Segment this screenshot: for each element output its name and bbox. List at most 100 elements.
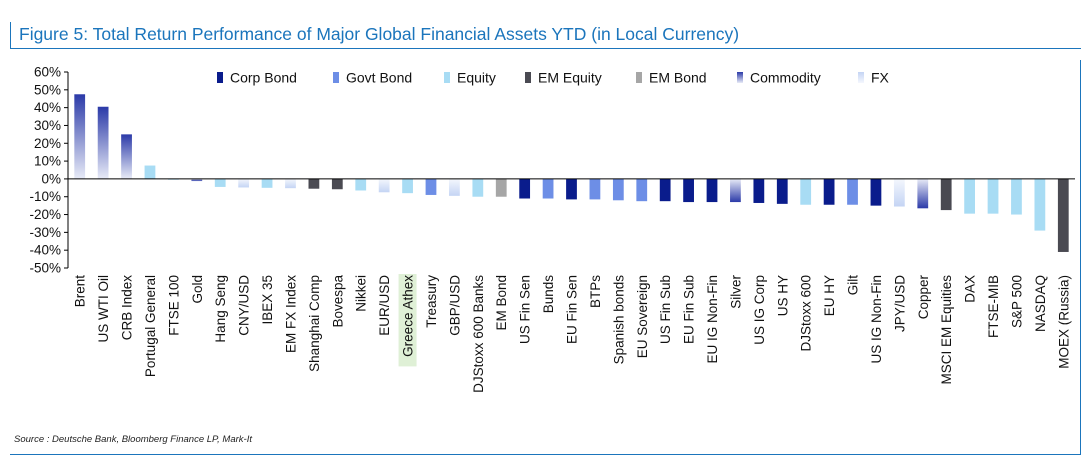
x-tick-label: Shanghai Comp xyxy=(307,275,322,372)
x-tick-label: EU Sovereign xyxy=(635,275,650,358)
legend-label: Commodity xyxy=(750,70,821,86)
bar-ftse-mib xyxy=(987,178,999,214)
x-tick-label: FTSE 100 xyxy=(166,275,181,336)
right-border xyxy=(1080,60,1081,455)
x-tick-label: GBP/USD xyxy=(447,275,462,336)
bar-ibex-35 xyxy=(261,178,273,188)
legend-swatch xyxy=(737,72,743,83)
x-tick-label: US IG Corp xyxy=(752,275,767,345)
x-tick-label: CRB Index xyxy=(120,275,135,341)
bar-spanish-bonds xyxy=(612,178,624,201)
x-tick-label: BTPs xyxy=(588,275,603,308)
x-tick-label: Gilt xyxy=(846,275,861,295)
x-tick-label: Nikkei xyxy=(354,275,369,312)
y-tick-label: 50% xyxy=(34,82,61,97)
bar-eu-sovereign xyxy=(636,178,648,202)
legend-swatch xyxy=(333,72,339,83)
chart-title: Figure 5: Total Return Performance of Ma… xyxy=(19,24,740,44)
bar-brent xyxy=(74,94,86,179)
bar-us-hy xyxy=(776,178,788,204)
bar-cny-usd xyxy=(238,178,250,188)
x-tick-label: EM Bond xyxy=(494,275,509,331)
bar-bovespa xyxy=(331,178,343,190)
title-bar: Figure 5: Total Return Performance of Ma… xyxy=(10,22,1081,49)
x-tick-label: Silver xyxy=(728,275,743,309)
bar-gold xyxy=(191,178,203,182)
legend-swatch xyxy=(217,72,223,83)
bar-treasury xyxy=(425,178,437,195)
bar-em-fx-index xyxy=(285,178,296,189)
bar-nikkei xyxy=(355,178,367,191)
x-tick-label: Greece Athex xyxy=(401,275,416,357)
bar-dax xyxy=(964,178,976,214)
bar-us-wti-oil xyxy=(97,106,109,179)
bar-eur-usd xyxy=(378,178,390,193)
bar-crb-index xyxy=(121,134,132,179)
legend-label: Equity xyxy=(457,70,496,86)
bar-silver xyxy=(730,178,741,203)
source-note: Source : Deutsche Bank, Bloomberg Financ… xyxy=(14,434,252,445)
x-tick-label: Portugal General xyxy=(143,275,158,377)
bar-us-fin-sen xyxy=(519,178,531,199)
x-tick-label: Gold xyxy=(190,275,205,304)
x-tick-label: US WTI Oil xyxy=(96,275,111,343)
x-tick-label: EM FX Index xyxy=(283,275,298,353)
bar-hang-seng xyxy=(214,178,226,187)
bar-shanghai-comp xyxy=(308,178,320,189)
highlight-box xyxy=(398,274,417,367)
bar-copper xyxy=(917,178,929,209)
bar-eu-hy xyxy=(823,178,835,205)
bar-eu-ig-non-fin xyxy=(706,178,718,203)
y-tick-label: -50% xyxy=(29,261,61,276)
legend-label: EM Equity xyxy=(538,70,602,86)
bar-eu-fin-sen xyxy=(566,178,577,200)
y-tick-label: 30% xyxy=(34,118,61,133)
x-tick-label: JPY/USD xyxy=(892,275,907,332)
x-tick-label: Spanish bonds xyxy=(611,275,626,365)
y-axis: 60% 50% 40% 30% 20% 10% 0% -10% -20% -30% -40% -50% xyxy=(29,65,69,276)
bar-gbp-usd xyxy=(449,178,460,196)
y-tick-label: -40% xyxy=(29,243,61,258)
x-tick-label: Bunds xyxy=(541,275,556,314)
x-tick-label: Copper xyxy=(916,274,931,319)
x-tick-label: Bovespa xyxy=(330,275,345,328)
bar-gilt xyxy=(847,178,858,205)
bar-portugal-general xyxy=(144,165,156,179)
y-tick-label: 10% xyxy=(34,154,61,169)
bar-us-ig-corp xyxy=(753,178,765,203)
bar-eu-fin-sub xyxy=(683,178,694,203)
x-tick-label: EU Fin Sen xyxy=(565,275,580,344)
x-tick-label: MOEX (Russia) xyxy=(1056,275,1071,369)
x-tick-label: IBEX 35 xyxy=(260,275,275,325)
legend-swatch xyxy=(525,72,531,83)
x-tick-label: US IG Non-Fin xyxy=(869,275,884,364)
x-tick-label: DJStoxx 600 Banks xyxy=(471,275,486,393)
x-tick-label: Hang Seng xyxy=(213,275,228,343)
legend-label: Govt Bond xyxy=(346,70,412,86)
bar-jpy-usd xyxy=(893,178,905,207)
bar-us-ig-non-fin xyxy=(870,178,882,206)
bar-em-bond xyxy=(495,178,507,197)
x-tick-label: S&P 500 xyxy=(1009,275,1024,328)
y-tick-label: 60% xyxy=(34,65,61,80)
x-tick-label: EU Fin Sub xyxy=(682,275,697,344)
bar-greece-athex xyxy=(402,178,413,194)
x-axis-labels: Brent US WTI Oil CRB Index Portugal General… xyxy=(73,274,1071,393)
legend-label: EM Bond xyxy=(649,70,707,86)
x-tick-label: MSCI EM Equities xyxy=(939,275,954,385)
x-tick-label: US HY xyxy=(775,275,790,316)
legend-swatch xyxy=(444,72,450,83)
bar-djstoxx-600 xyxy=(800,178,812,205)
bar-moex-russia xyxy=(1057,178,1069,252)
x-tick-label: US Fin Sub xyxy=(658,275,673,344)
bar-btps xyxy=(589,178,601,200)
bar-s-p-500 xyxy=(1011,178,1022,215)
legend-label: FX xyxy=(871,70,890,86)
y-tick-label: -10% xyxy=(29,189,61,204)
legend-swatch xyxy=(636,72,642,83)
legend: Corp Bond Govt Bond Equity EM Equity EM Bond… xyxy=(217,70,890,86)
x-tick-label: Treasury xyxy=(424,275,439,328)
bar-nasdaq xyxy=(1034,178,1046,231)
